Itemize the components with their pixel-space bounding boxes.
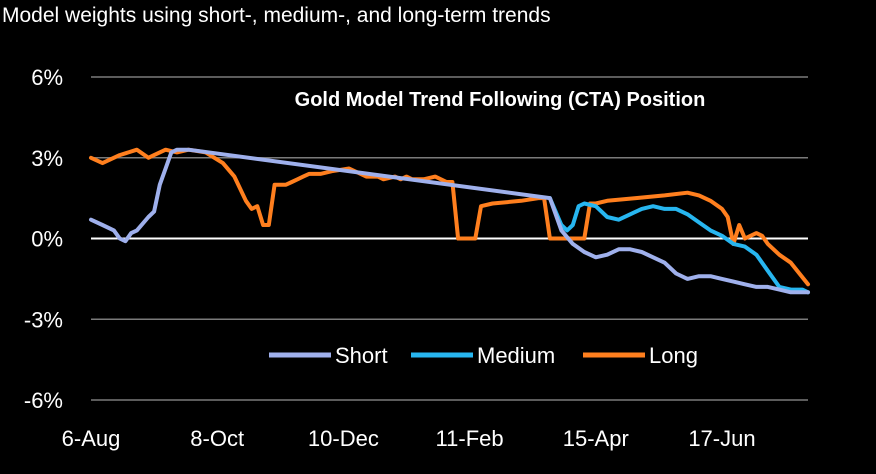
legend-label-medium: Medium	[477, 343, 555, 368]
x-tick-label: 8-Oct	[190, 426, 244, 451]
chart-title: Gold Model Trend Following (CTA) Positio…	[295, 89, 706, 111]
series-lines	[89, 147, 810, 295]
y-tick-label: 3%	[31, 146, 63, 171]
y-axis-ticks: 6% 3% 0% -3% -6%	[24, 65, 63, 413]
y-tick-label: 0%	[31, 227, 63, 252]
x-axis-ticks: 6-Aug 8-Oct 10-Dec 11-Feb 15-Apr 17-Jun	[62, 426, 756, 451]
x-tick-label: 6-Aug	[62, 426, 121, 451]
series-line-medium	[547, 196, 810, 295]
legend-label-short: Short	[335, 343, 388, 368]
y-tick-label: -6%	[24, 388, 63, 413]
y-tick-label: 6%	[31, 65, 63, 90]
series-line-short	[89, 147, 810, 295]
grid-lines	[91, 76, 808, 401]
y-tick-label: -3%	[24, 307, 63, 332]
x-tick-label: 11-Feb	[436, 426, 504, 451]
series-line-long	[89, 147, 810, 287]
legend: Short Medium Long	[269, 343, 698, 368]
chart-subtitle: Model weights using short-, medium-, and…	[2, 4, 551, 27]
x-tick-label: 17-Jun	[688, 426, 755, 451]
x-tick-label: 10-Dec	[308, 426, 379, 451]
x-tick-label: 15-Apr	[563, 426, 629, 451]
legend-label-long: Long	[649, 343, 698, 368]
